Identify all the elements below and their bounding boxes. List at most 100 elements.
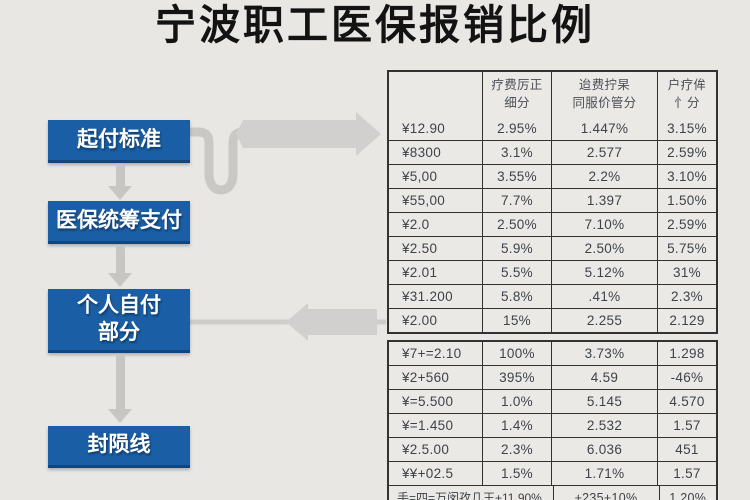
pipe-curve-icon: [190, 127, 244, 195]
flow-box-self-pay: 个人自付 部分: [48, 289, 190, 353]
header-line: 忄分: [674, 95, 700, 110]
table-cell: 2.50%: [483, 213, 552, 236]
table-cell: 2.255: [552, 309, 658, 332]
table-cell: 1.397: [552, 189, 658, 212]
table-row: ¥8300 3.1% 2.577 2.59%: [389, 140, 716, 164]
table-cell: 4.59: [552, 366, 658, 389]
table-cell: ¥2.50: [389, 237, 483, 260]
table-cell: ¥2.0: [389, 213, 483, 236]
table-footer-row: 手=四=万闵孜几王+11.90% +235+10% 1.20%: [389, 485, 716, 500]
header-line: 迨费拧杲: [578, 78, 631, 92]
flow-box-label: 起付标准: [77, 127, 161, 151]
header-line: 户疗侔: [667, 78, 707, 92]
table-cell: 1.4%: [483, 414, 552, 437]
table-cell: 2.3%: [671, 289, 703, 304]
table-cell: ¥=5.500: [389, 390, 483, 413]
table-cell: 5.145: [552, 390, 658, 413]
table-row: ¥5,00 3.55% 2.2% 3.10%: [389, 164, 716, 188]
table-cell: 6.036: [552, 438, 658, 461]
table-cell: 1.57: [673, 466, 701, 481]
table-cell: 3.55%: [483, 165, 552, 188]
right-arrow-icon: [236, 112, 381, 156]
table-cell: 1.20%: [669, 490, 707, 500]
table-row: ¥2.50 5.9% 2.50% 5.75%: [389, 236, 716, 260]
table-body-upper: ¥12.90 2.95% 1.447% 3.15% ¥8300 3.1% 2.577 2.59…: [389, 117, 716, 332]
header-line: 疗费厉正: [491, 78, 543, 92]
table-cell: ¥55,00: [389, 189, 483, 212]
table-cell: 7.7%: [483, 189, 552, 212]
table-cell: ¥7+=2.10: [389, 342, 483, 365]
table-header-cell: 户疗侔 忄分: [658, 72, 716, 117]
table-cell: ¥=1.450: [389, 414, 483, 437]
table-row: ¥55,00 7.7% 1.397 1.50%: [389, 188, 716, 212]
table-cell: 2.3%: [483, 438, 552, 461]
table-cell: 2.50%: [552, 237, 658, 260]
table-cell: ¥8300: [389, 141, 483, 164]
flow-box-deductible: 起付标准: [48, 120, 190, 163]
table-row: ¥=5.500 1.0% 5.145 4.570: [389, 389, 716, 413]
table-cell: 3.73%: [552, 342, 658, 365]
table-cell: .41%: [552, 285, 658, 308]
table-header-cell: [389, 72, 483, 117]
table-cell: 3.15%: [667, 121, 707, 136]
table-cell: 1.57: [673, 418, 701, 433]
table-cell: 5.12%: [552, 261, 658, 284]
table-cell: ¥5,00: [389, 165, 483, 188]
table-cell: ¥12.90: [389, 117, 483, 140]
flow-arrow-down-icon: [108, 354, 132, 423]
table-header-row: 疗费厉正 细分 迨费拧杲 同服价管分 户疗侔 忄分: [389, 72, 716, 117]
table-cell: 395%: [483, 366, 552, 389]
table-row: ¥31.200 5.8% .41% 2.3%: [389, 284, 716, 308]
flow-box-label: 个人自付: [77, 294, 161, 318]
flow-box-label: 医保统筹支付: [56, 208, 182, 232]
table-row: ¥=1.450 1.4% 2.532 1.57: [389, 413, 716, 437]
table-cell: ¥31.200: [389, 285, 483, 308]
table-cell: 1.298: [669, 346, 705, 361]
table-cell: 100%: [483, 342, 552, 365]
table-cell: 5.9%: [483, 237, 552, 260]
table-row: ¥7+=2.10 100% 3.73% 1.298: [389, 342, 716, 365]
table-cell: +235+10%: [554, 486, 660, 500]
table-row: ¥12.90 2.95% 1.447% 3.15%: [389, 117, 716, 140]
table-row: ¥2.0 2.50% 7.10% 2.59%: [389, 212, 716, 236]
table-header-cell: 迨费拧杲 同服价管分: [552, 72, 658, 117]
table-cell: -46%: [670, 370, 704, 385]
table-cell: 451: [675, 442, 699, 457]
header-line: 细分: [504, 95, 530, 110]
table-cell: 1.71%: [552, 462, 658, 485]
table-cell: ¥2.01: [389, 261, 483, 284]
table-cell: 1.5%: [483, 462, 552, 485]
table-header-cell: 疗费厉正 细分: [483, 72, 552, 117]
table-cell: ¥2.5.00: [389, 438, 483, 461]
table-cell: 手=四=万闵孜几王+11.90%: [389, 486, 554, 500]
table-row: ¥2.01 5.5% 5.12% 31%: [389, 260, 716, 284]
table-body-lower: ¥7+=2.10 100% 3.73% 1.298 ¥2+560 395% 4.59 -46%…: [389, 342, 716, 485]
table-cell: 2.59%: [667, 217, 707, 232]
table-cell: 1.447%: [552, 117, 658, 140]
table-cell: 2.95%: [483, 117, 552, 140]
left-arrow-icon: [286, 303, 377, 341]
table-cell: 2.532: [552, 414, 658, 437]
table-cell: ¥2+560: [389, 366, 483, 389]
table-cell: 1.50%: [667, 193, 707, 208]
table-cell: 4.570: [669, 394, 705, 409]
table-cell: 15%: [483, 309, 552, 332]
page-title: 宁波职工医保报销比例: [155, 2, 595, 48]
table-cell: 5.75%: [667, 241, 707, 256]
table-row: ¥2+560 395% 4.59 -46%: [389, 365, 716, 389]
flow-box-label: 封陨线: [87, 433, 151, 457]
table-cell: 5.8%: [483, 285, 552, 308]
reimbursement-table-upper: 疗费厉正 细分 迨费拧杲 同服价管分 户疗侔 忄分 ¥12.90 2.95% 1.4…: [387, 70, 718, 334]
table-row: ¥2.5.00 2.3% 6.036 451: [389, 437, 716, 461]
table-cell: 1.0%: [483, 390, 552, 413]
table-cell: 2.129: [669, 313, 705, 328]
table-cell: ¥2.00: [389, 309, 483, 332]
header-line: 同服价管分: [572, 95, 637, 110]
flow-arrow-down-icon: [108, 245, 132, 287]
table-row: ¥¥+02.5 1.5% 1.71% 1.57: [389, 461, 716, 485]
table-cell: 3.1%: [483, 141, 552, 164]
table-cell: 7.10%: [552, 213, 658, 236]
table-cell: 2.59%: [667, 145, 707, 160]
reimbursement-table-lower: ¥7+=2.10 100% 3.73% 1.298 ¥2+560 395% 4.59 -46%…: [387, 340, 718, 500]
